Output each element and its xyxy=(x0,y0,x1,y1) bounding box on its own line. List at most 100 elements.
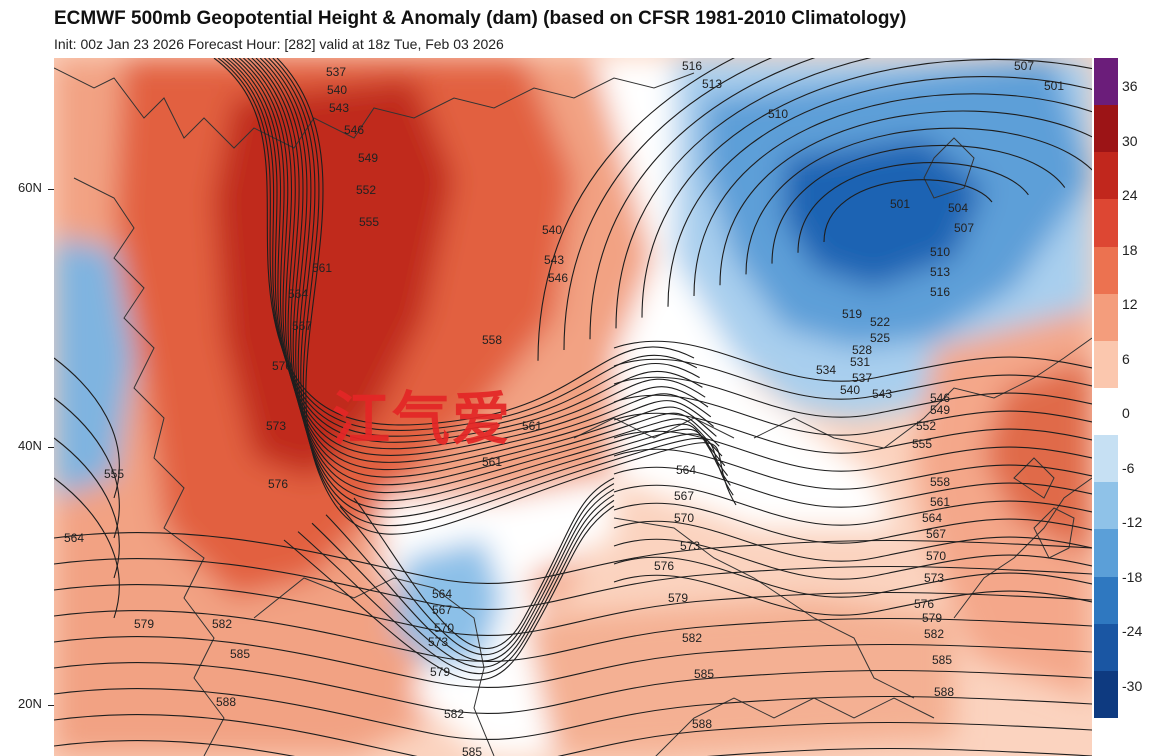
contour-line xyxy=(311,494,615,668)
contour-label: 510 xyxy=(930,245,950,259)
colorbar-label: 18 xyxy=(1122,241,1138,258)
contour-line xyxy=(667,76,1092,307)
contour-label: 573 xyxy=(680,539,700,553)
contour-line xyxy=(613,340,1092,382)
colorbar-label: 30 xyxy=(1122,132,1138,149)
contour-label: 576 xyxy=(914,597,934,611)
contour-line xyxy=(589,58,816,340)
colorbar-label: -18 xyxy=(1122,568,1143,585)
contour-label: 558 xyxy=(930,475,950,489)
latitude-label-20n: 20N xyxy=(18,696,42,711)
contour-label: 549 xyxy=(358,151,378,165)
contour-line xyxy=(54,558,1092,610)
contour-label: 576 xyxy=(268,477,288,491)
contour-label: 570 xyxy=(674,511,694,525)
contour-label: 504 xyxy=(948,201,968,215)
contour-label: 579 xyxy=(134,617,154,631)
contour-line xyxy=(213,58,695,426)
contour-label: 555 xyxy=(912,437,932,451)
contour-label: 558 xyxy=(482,333,502,347)
colorbar-label: 24 xyxy=(1122,187,1138,203)
contour-line xyxy=(268,58,731,518)
contour-label: 549 xyxy=(930,403,950,417)
contour-label: 543 xyxy=(329,101,349,115)
contour-line xyxy=(613,358,1092,400)
contour-line xyxy=(255,58,723,494)
contour-label: 588 xyxy=(692,717,712,731)
contour-label: 528 xyxy=(852,343,872,357)
contour-label: 561 xyxy=(482,455,502,469)
contour-label: 582 xyxy=(444,707,464,721)
contour-line xyxy=(613,376,1092,418)
contour-label: 561 xyxy=(930,495,950,509)
contour-line xyxy=(745,127,1092,275)
contour-line xyxy=(54,610,1092,662)
contour-label: 552 xyxy=(356,183,376,197)
contour-label: 546 xyxy=(548,271,568,285)
contour-line xyxy=(613,556,1092,598)
contour-line xyxy=(54,477,120,619)
contour-line xyxy=(247,58,717,478)
contour-label: 540 xyxy=(327,83,347,97)
contour-label: 576 xyxy=(654,559,674,573)
colorbar-label: -12 xyxy=(1122,514,1143,530)
contour-label: 561 xyxy=(312,261,332,275)
contour-line xyxy=(797,162,1029,253)
colorbar-segment xyxy=(1094,105,1118,153)
contour-line xyxy=(230,58,706,450)
contour-line xyxy=(297,499,615,675)
contour-label: 531 xyxy=(850,355,870,369)
anomaly-fill-warm-south xyxy=(524,598,954,756)
contour-label: 564 xyxy=(676,463,696,477)
contour-line xyxy=(54,532,1092,584)
latitude-label-60n: 60N xyxy=(18,180,42,195)
contour-label: 570 xyxy=(434,621,454,635)
contour-line xyxy=(823,179,993,243)
colorbar-label: 12 xyxy=(1122,296,1138,312)
anomaly-map: 5375405435465495525555615645675705735765… xyxy=(54,58,1092,756)
latitude-tick xyxy=(48,189,54,190)
contour-line xyxy=(54,740,1092,756)
contour-label: 564 xyxy=(432,587,452,601)
contour-label: 564 xyxy=(64,531,84,545)
contour-label: 585 xyxy=(230,647,250,661)
contour-line xyxy=(613,466,1092,508)
contour-label: 588 xyxy=(216,695,236,709)
chart-subtitle: Init: 00z Jan 23 2026 Forecast Hour: [28… xyxy=(54,36,504,52)
contour-label: 525 xyxy=(870,331,890,345)
contour-label: 546 xyxy=(344,123,364,137)
contour-line xyxy=(613,502,1092,544)
anomaly-fill-neutral-center xyxy=(384,58,894,756)
contour-line xyxy=(613,448,1092,490)
contour-label: 570 xyxy=(272,359,292,373)
contour-label: 501 xyxy=(1044,79,1064,93)
contour-label: 585 xyxy=(694,667,714,681)
contour-line xyxy=(54,397,120,539)
contour-line xyxy=(54,584,1092,636)
contour-label: 513 xyxy=(930,265,950,279)
colorbar-segment xyxy=(1094,670,1118,719)
contour-line xyxy=(613,520,1092,562)
contour-label: 546 xyxy=(930,391,950,405)
contour-label: 507 xyxy=(1014,59,1034,73)
contour-line xyxy=(613,394,1092,436)
colorbar-segment xyxy=(1094,435,1118,483)
colorbar-segment xyxy=(1094,388,1118,436)
contour-line xyxy=(272,58,734,527)
contour-line xyxy=(243,58,714,471)
contour-label: 570 xyxy=(926,549,946,563)
contour-line xyxy=(234,58,709,456)
contour-line xyxy=(613,538,1092,580)
colorbar-label: 0 xyxy=(1122,405,1130,421)
contour-label: 501 xyxy=(890,197,910,211)
contour-line xyxy=(563,58,773,351)
contour-label: 522 xyxy=(870,315,890,329)
contour-label: 555 xyxy=(359,215,379,229)
contour-line xyxy=(719,110,1092,286)
colorbar-segment xyxy=(1094,340,1118,389)
contour-label: 567 xyxy=(292,319,312,333)
contour-label: 513 xyxy=(702,77,722,91)
contour-line xyxy=(54,437,120,579)
contour-label: 585 xyxy=(932,653,952,667)
contour-labels: 5375405435465495525555615645675705735765… xyxy=(64,59,1064,756)
